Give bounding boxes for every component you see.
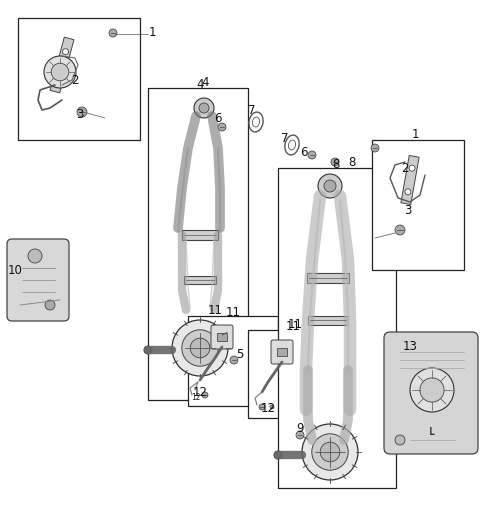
- Circle shape: [77, 107, 87, 117]
- Text: 3: 3: [76, 109, 84, 121]
- Circle shape: [420, 378, 444, 402]
- Circle shape: [308, 151, 316, 159]
- Text: 7: 7: [281, 132, 289, 144]
- Text: 5: 5: [236, 349, 244, 361]
- Bar: [216, 333, 228, 341]
- Circle shape: [51, 63, 69, 81]
- FancyBboxPatch shape: [7, 239, 69, 321]
- Circle shape: [296, 431, 304, 439]
- Text: 8: 8: [348, 156, 356, 168]
- Circle shape: [182, 330, 218, 366]
- Circle shape: [312, 434, 348, 470]
- Text: 8: 8: [332, 158, 340, 170]
- Text: 1: 1: [411, 127, 419, 140]
- Circle shape: [274, 451, 282, 459]
- Bar: [184, 276, 216, 284]
- Circle shape: [409, 165, 415, 171]
- Bar: [182, 230, 218, 240]
- Circle shape: [202, 392, 208, 398]
- Circle shape: [395, 435, 405, 445]
- Text: 10: 10: [8, 264, 23, 276]
- Circle shape: [395, 225, 405, 235]
- Circle shape: [259, 404, 265, 410]
- Circle shape: [318, 174, 342, 198]
- FancyBboxPatch shape: [211, 325, 233, 349]
- Circle shape: [320, 442, 340, 462]
- Bar: [372, 140, 464, 270]
- Text: 12: 12: [191, 394, 201, 402]
- Text: 11: 11: [207, 304, 223, 316]
- Polygon shape: [50, 37, 74, 93]
- Circle shape: [371, 144, 379, 152]
- Text: 2: 2: [71, 74, 79, 87]
- Text: 9: 9: [296, 421, 304, 435]
- Text: 2: 2: [401, 161, 409, 175]
- Circle shape: [190, 338, 210, 358]
- Bar: [188, 316, 278, 406]
- Circle shape: [405, 189, 411, 195]
- Text: 1: 1: [148, 26, 156, 38]
- Text: 6: 6: [300, 145, 308, 159]
- Circle shape: [144, 346, 152, 354]
- Text: 11: 11: [286, 319, 300, 332]
- Text: 6: 6: [214, 112, 222, 124]
- Circle shape: [56, 75, 61, 81]
- Text: 11: 11: [288, 318, 302, 331]
- Circle shape: [45, 300, 55, 310]
- Circle shape: [62, 49, 69, 55]
- Bar: [308, 315, 348, 325]
- Circle shape: [109, 29, 117, 37]
- Circle shape: [270, 405, 274, 409]
- Bar: [248, 330, 338, 418]
- Text: L: L: [429, 427, 435, 437]
- Text: 4: 4: [196, 77, 204, 91]
- Circle shape: [324, 180, 336, 192]
- Bar: [307, 273, 349, 283]
- Circle shape: [410, 368, 454, 412]
- Text: 12: 12: [261, 401, 276, 415]
- Bar: [278, 168, 396, 488]
- Text: 13: 13: [403, 340, 418, 353]
- Circle shape: [230, 356, 238, 364]
- Text: 7: 7: [248, 103, 256, 117]
- Text: 4: 4: [201, 75, 209, 89]
- Text: 11: 11: [226, 306, 240, 318]
- Circle shape: [199, 103, 209, 113]
- Circle shape: [218, 123, 226, 131]
- Circle shape: [194, 98, 214, 118]
- Bar: [276, 348, 288, 356]
- Circle shape: [302, 424, 358, 480]
- Polygon shape: [401, 156, 419, 204]
- Circle shape: [172, 320, 228, 376]
- Circle shape: [28, 249, 42, 263]
- FancyBboxPatch shape: [271, 340, 293, 364]
- Text: 12: 12: [192, 387, 207, 399]
- Bar: [18, 18, 140, 140]
- Text: 3: 3: [404, 203, 412, 217]
- Circle shape: [331, 158, 339, 166]
- Bar: [148, 88, 248, 400]
- FancyBboxPatch shape: [384, 332, 478, 454]
- Circle shape: [44, 56, 76, 88]
